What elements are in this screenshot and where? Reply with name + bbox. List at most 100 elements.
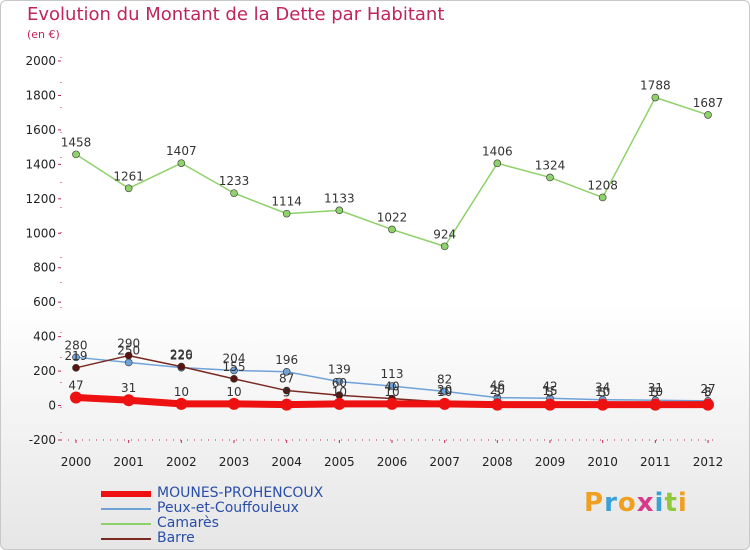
data-label-barre: 10 xyxy=(648,385,663,399)
data-point-camares xyxy=(493,159,502,168)
data-label-camares: 1687 xyxy=(693,96,724,110)
data-label-peux-et-couffouleux: 34 xyxy=(595,381,610,395)
data-point-camares xyxy=(72,150,80,159)
data-label-peux-et-couffouleux: 250 xyxy=(117,343,140,357)
data-label-peux-et-couffouleux: 139 xyxy=(328,363,351,377)
proxiti-logo: Proxiti xyxy=(584,488,688,518)
data-label-mounes-prohencoux: 47 xyxy=(68,378,83,392)
data-label-camares: 1407 xyxy=(166,144,197,158)
data-point-mounes-prohencoux xyxy=(70,391,82,404)
data-point-camares xyxy=(230,189,238,197)
data-label-barre: 10 xyxy=(595,385,610,399)
data-point-camares xyxy=(651,93,660,102)
data-point-peux-et-couffouleux xyxy=(230,366,238,375)
y-tick-label: 800 xyxy=(33,261,56,275)
x-tick-label: 2001 xyxy=(113,455,144,469)
y-tick-label: 1200 xyxy=(25,192,56,206)
legend-label-camares: Camarès xyxy=(157,515,219,531)
legend-label-peux: Peux-et-Couffouleux xyxy=(157,500,299,516)
data-label-peux-et-couffouleux: 46 xyxy=(490,379,505,393)
y-tick-label: 0 xyxy=(48,399,56,413)
data-label-barre: 220 xyxy=(170,348,193,362)
data-label-camares: 1406 xyxy=(482,144,513,158)
data-point-mounes-prohencoux xyxy=(228,397,240,410)
data-label-barre: 8 xyxy=(704,385,712,399)
x-tick-label: 2012 xyxy=(693,455,724,469)
data-label-mounes-prohencoux: 10 xyxy=(174,385,189,399)
data-label-peux-et-couffouleux: 196 xyxy=(275,353,298,367)
data-label-mounes-prohencoux: 5 xyxy=(283,386,291,400)
data-point-camares xyxy=(704,111,712,119)
legend-label-mounes: MOUNES-PROHENCOUX xyxy=(157,485,324,501)
y-tick-label: -200 xyxy=(29,433,56,447)
x-tick-label: 2009 xyxy=(535,455,566,469)
data-point-mounes-prohencoux xyxy=(702,398,714,411)
data-point-camares xyxy=(335,206,344,215)
data-point-camares xyxy=(546,173,554,182)
data-label-barre: 87 xyxy=(279,372,294,386)
data-point-peux-et-couffouleux xyxy=(335,377,344,386)
data-point-barre xyxy=(177,362,186,371)
data-point-mounes-prohencoux xyxy=(122,394,135,407)
x-tick-label: 2005 xyxy=(324,455,355,469)
data-label-barre: 290 xyxy=(117,337,140,351)
x-tick-label: 2000 xyxy=(61,455,92,469)
data-point-barre xyxy=(282,386,291,395)
data-label-mounes-prohencoux: 5 xyxy=(599,386,607,400)
data-point-camares xyxy=(598,193,607,202)
x-tick-label: 2002 xyxy=(166,455,197,469)
chart-subtitle: (en €) xyxy=(27,28,60,41)
y-tick-label: 1400 xyxy=(25,157,56,171)
data-label-mounes-prohencoux: 10 xyxy=(332,385,347,399)
data-point-camares xyxy=(440,242,449,251)
y-tick-label: 200 xyxy=(33,364,56,378)
x-tick-label: 2006 xyxy=(377,455,408,469)
legend-swatch-peux xyxy=(101,508,151,510)
chart-title: Evolution du Montant de la Dette par Hab… xyxy=(27,4,445,25)
legend-swatch-camares xyxy=(101,523,151,525)
data-label-peux-et-couffouleux: 226 xyxy=(170,349,193,363)
y-tick-label: 400 xyxy=(33,330,56,344)
legend-swatch-barre xyxy=(101,538,151,540)
data-point-mounes-prohencoux xyxy=(491,398,504,411)
data-label-camares: 1133 xyxy=(324,191,355,205)
y-tick-label: 1000 xyxy=(25,226,56,240)
data-label-camares: 1261 xyxy=(113,169,144,183)
data-label-camares: 1324 xyxy=(535,158,566,172)
y-tick-label: 1600 xyxy=(25,123,56,137)
x-tick-label: 2004 xyxy=(271,455,302,469)
data-label-peux-et-couffouleux: 113 xyxy=(381,367,404,381)
x-tick-label: 2003 xyxy=(219,455,250,469)
data-point-mounes-prohencoux xyxy=(649,398,662,411)
data-label-mounes-prohencoux: 10 xyxy=(437,385,452,399)
legend-swatch-mounes xyxy=(101,491,151,497)
data-point-mounes-prohencoux xyxy=(386,397,398,410)
data-point-peux-et-couffouleux xyxy=(72,353,80,362)
legend-label-barre: Barre xyxy=(157,530,195,546)
data-point-mounes-prohencoux xyxy=(175,397,188,410)
data-point-mounes-prohencoux xyxy=(333,397,346,410)
data-label-camares: 1458 xyxy=(61,135,92,149)
data-point-barre xyxy=(124,351,133,360)
data-label-barre: 40 xyxy=(384,380,399,394)
data-label-peux-et-couffouleux: 42 xyxy=(542,379,557,393)
data-point-camares xyxy=(124,184,133,193)
data-point-camares xyxy=(282,209,291,218)
data-point-barre xyxy=(72,364,80,372)
y-tick-label: 2000 xyxy=(25,54,56,68)
data-label-camares: 1022 xyxy=(377,210,408,224)
data-label-barre: 60 xyxy=(332,376,347,390)
x-tick-label: 2010 xyxy=(587,455,618,469)
data-label-peux-et-couffouleux: 31 xyxy=(648,381,663,395)
data-label-barre: 20 xyxy=(490,383,505,397)
data-label-mounes-prohencoux: 5 xyxy=(494,386,502,400)
data-point-mounes-prohencoux xyxy=(596,398,609,411)
data-point-camares xyxy=(177,159,186,167)
data-point-mounes-prohencoux xyxy=(280,398,293,411)
data-point-mounes-prohencoux xyxy=(438,397,451,410)
data-label-camares: 1233 xyxy=(219,174,250,188)
data-label-mounes-prohencoux: 31 xyxy=(121,381,136,395)
data-label-camares: 1788 xyxy=(640,79,671,93)
data-label-camares: 1114 xyxy=(271,195,302,209)
data-label-mounes-prohencoux: 10 xyxy=(384,385,399,399)
